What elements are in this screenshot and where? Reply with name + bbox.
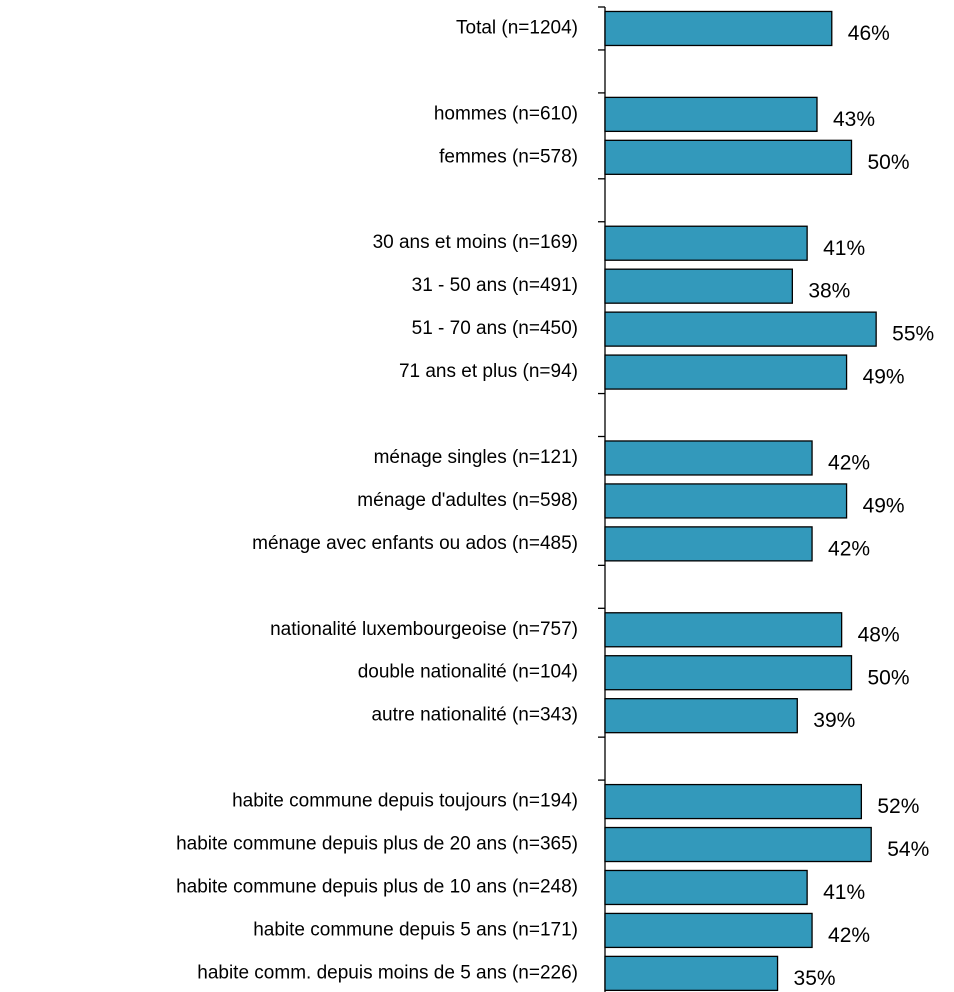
value-label: 55%	[892, 323, 934, 346]
category-label: femmes (n=578)	[439, 146, 578, 167]
bar	[604, 955, 779, 992]
value-label: 50%	[868, 666, 910, 689]
bar	[604, 912, 813, 949]
bar	[604, 268, 793, 304]
bar	[604, 869, 808, 906]
category-label: autre nationalité (n=343)	[371, 705, 578, 726]
value-label: 38%	[808, 280, 850, 303]
category-label: habite commune depuis plus de 20 ans (n=…	[176, 834, 578, 855]
category-label: 71 ans et plus (n=94)	[399, 361, 578, 382]
category-label: nationalité luxembourgeoise (n=757)	[270, 619, 578, 640]
category-label: double nationalité (n=104)	[358, 662, 578, 683]
category-label: habite comm. depuis moins de 5 ans (n=22…	[197, 962, 578, 983]
category-label: 31 - 50 ans (n=491)	[412, 275, 578, 296]
bar	[604, 526, 813, 562]
category-label: 51 - 70 ans (n=450)	[412, 318, 578, 339]
value-label: 52%	[877, 795, 919, 818]
value-label: 42%	[828, 537, 870, 560]
bar	[604, 440, 813, 476]
value-label: 42%	[828, 924, 870, 947]
value-label: 43%	[833, 108, 875, 131]
category-label: habite commune depuis 5 ans (n=171)	[253, 919, 578, 940]
value-label: 48%	[858, 623, 900, 646]
value-label: 41%	[823, 881, 865, 904]
bar	[604, 354, 848, 390]
value-label: 50%	[868, 151, 910, 174]
bar	[604, 826, 872, 863]
value-label: 39%	[813, 709, 855, 732]
category-label: ménage singles (n=121)	[374, 447, 578, 468]
value-label: 49%	[863, 494, 905, 517]
value-label: 49%	[863, 366, 905, 389]
bar	[604, 783, 863, 820]
value-label: 46%	[848, 22, 890, 45]
bar	[604, 655, 853, 691]
bar	[604, 225, 808, 261]
value-label: 41%	[823, 237, 865, 260]
category-label: habite commune depuis toujours (n=194)	[232, 791, 578, 812]
value-label: 35%	[794, 967, 836, 990]
category-label: Total (n=1204)	[456, 17, 578, 38]
value-label: 54%	[887, 838, 929, 861]
bar	[604, 139, 853, 175]
bar	[604, 698, 798, 734]
value-label: 42%	[828, 452, 870, 475]
category-label: 30 ans et moins (n=169)	[373, 232, 578, 253]
category-label: ménage d'adultes (n=598)	[357, 490, 578, 511]
category-label: hommes (n=610)	[434, 103, 578, 124]
bar	[604, 612, 843, 648]
bar	[604, 311, 877, 347]
category-label: habite commune depuis plus de 10 ans (n=…	[176, 876, 578, 897]
bar	[604, 483, 848, 519]
bar	[604, 10, 833, 47]
bar	[604, 96, 818, 133]
category-label: ménage avec enfants ou ados (n=485)	[252, 533, 578, 554]
